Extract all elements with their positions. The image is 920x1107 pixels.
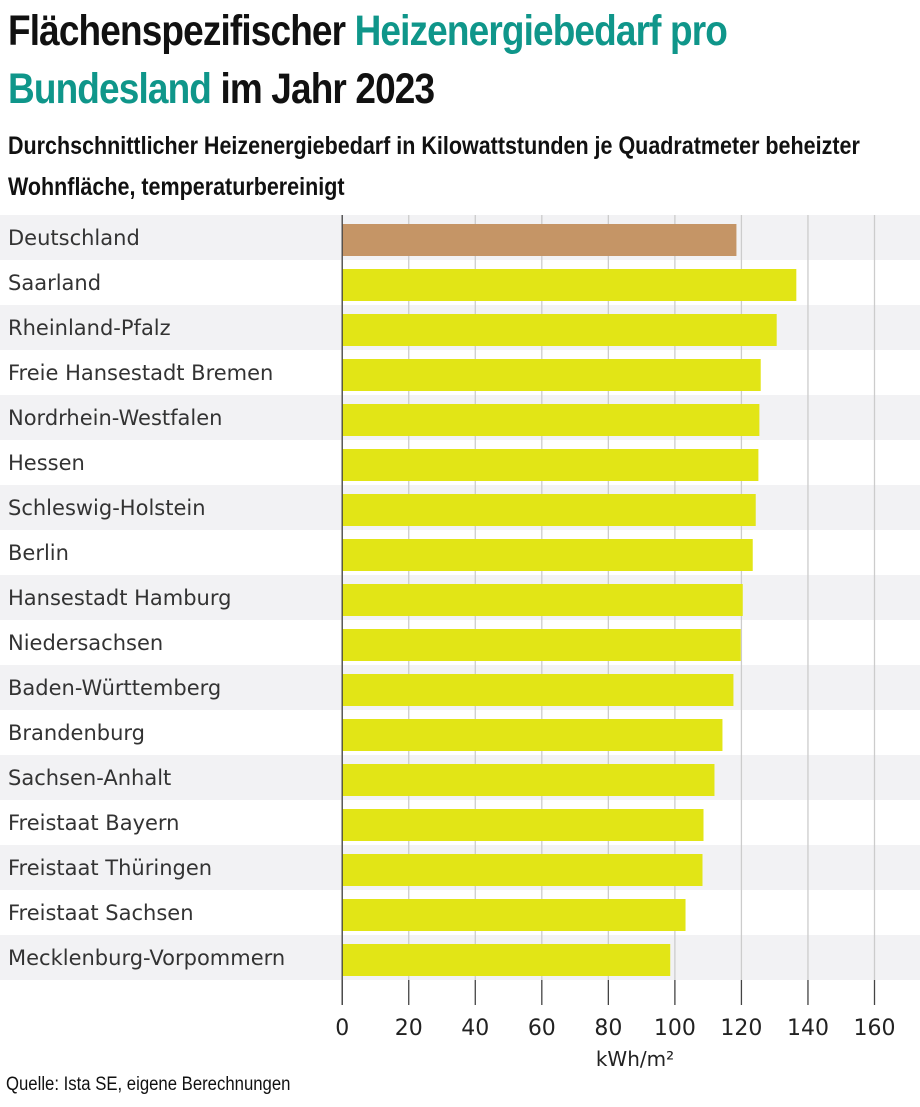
bar — [342, 269, 797, 301]
category-label: Rheinland-Pfalz — [8, 316, 171, 340]
bar — [342, 539, 753, 571]
chart-title: Flächenspezifischer Heizenergiebedarf pr… — [8, 2, 920, 118]
bar — [342, 854, 703, 886]
category-label: Nordrhein-Westfalen — [8, 406, 222, 430]
category-label: Saarland — [8, 271, 101, 295]
x-tick-label: 120 — [720, 1016, 762, 1041]
bar — [342, 629, 741, 661]
bar — [342, 224, 737, 256]
x-tick-label: 0 — [335, 1016, 349, 1041]
chart-subtitle: Durchschnittlicher Heizenergiebedarf in … — [8, 132, 860, 201]
x-tick-label: 20 — [395, 1016, 423, 1041]
category-label: Freistaat Thüringen — [8, 856, 212, 880]
bar — [342, 404, 760, 436]
category-label: Deutschland — [8, 226, 140, 250]
title-part1: Flächenspezifischer — [8, 7, 355, 55]
title-highlight: Heizenergiebedarf pro Bundesland — [8, 7, 728, 113]
bar — [342, 809, 704, 841]
source-note: Quelle: Ista SE, eigene Berechnungen — [6, 1074, 291, 1095]
bar — [342, 314, 777, 346]
title-part2: im Jahr 2023 — [211, 65, 435, 113]
category-label: Hessen — [8, 451, 85, 475]
category-label: Niedersachsen — [8, 631, 163, 655]
bar — [342, 764, 715, 796]
x-tick-label: 160 — [854, 1016, 896, 1041]
bar — [342, 449, 759, 481]
bar — [342, 494, 756, 526]
category-label: Freistaat Sachsen — [8, 901, 194, 925]
x-tick-label: 80 — [594, 1016, 622, 1041]
bar — [342, 899, 686, 931]
category-label: Berlin — [8, 541, 69, 565]
category-label: Schleswig-Holstein — [8, 496, 206, 520]
bar — [342, 674, 734, 706]
x-tick-label: 40 — [461, 1016, 489, 1041]
bar — [342, 944, 671, 976]
category-label: Freie Hansestadt Bremen — [8, 361, 273, 385]
category-label: Hansestadt Hamburg — [8, 586, 231, 610]
category-label: Mecklenburg-Vorpommern — [8, 946, 285, 970]
category-label: Sachsen-Anhalt — [8, 766, 171, 790]
bar — [342, 584, 743, 616]
x-tick-label: 140 — [787, 1016, 829, 1041]
category-label: Freistaat Bayern — [8, 811, 180, 835]
bar — [342, 359, 761, 391]
bar — [342, 719, 723, 751]
x-tick-label: 100 — [654, 1016, 696, 1041]
category-label: Baden-Württemberg — [8, 676, 221, 700]
category-label: Brandenburg — [8, 721, 145, 745]
x-axis-label: kWh/m² — [596, 1047, 674, 1071]
x-tick-label: 60 — [528, 1016, 556, 1041]
